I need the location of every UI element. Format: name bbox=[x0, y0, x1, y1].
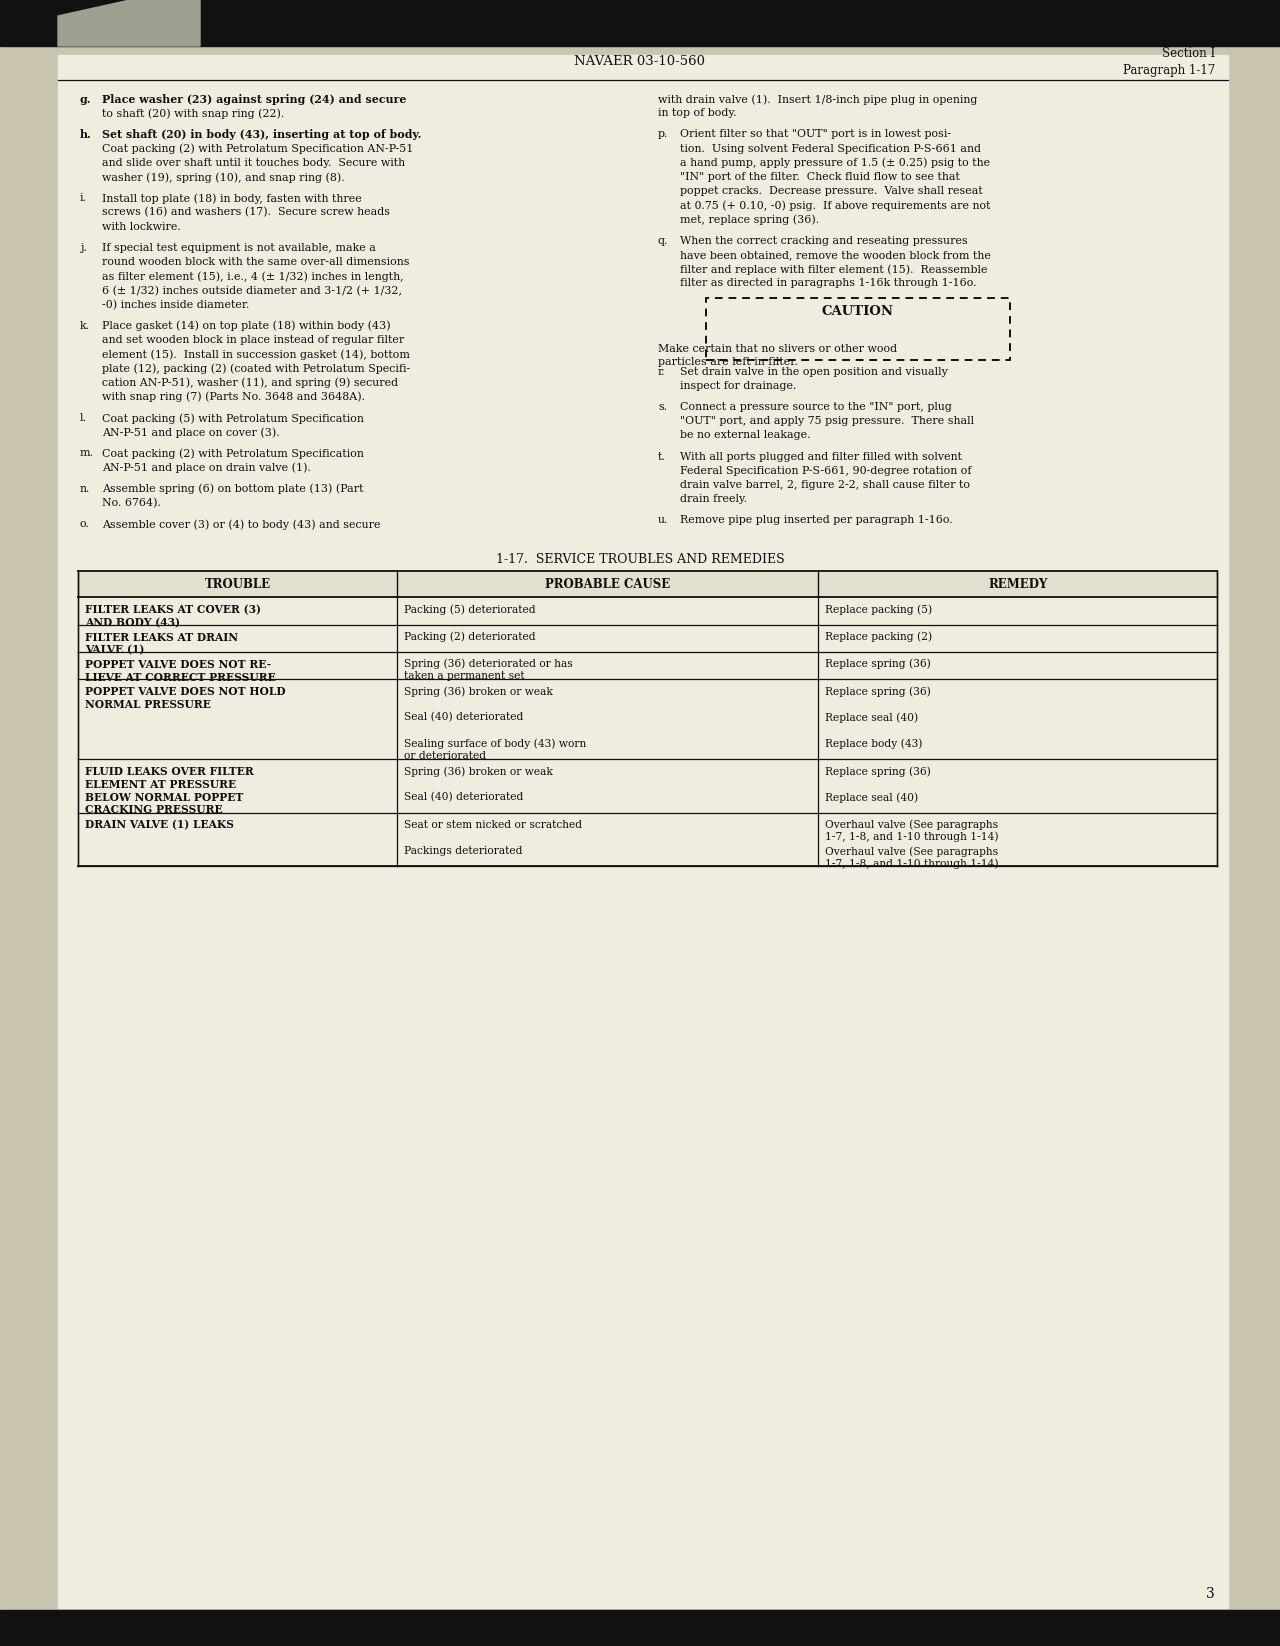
Text: element (15).  Install in succession gasket (14), bottom: element (15). Install in succession gask… bbox=[102, 349, 410, 360]
Text: Install top plate (18) in body, fasten with three: Install top plate (18) in body, fasten w… bbox=[102, 193, 362, 204]
Text: a hand pump, apply pressure of 1.5 (± 0.25) psig to the: a hand pump, apply pressure of 1.5 (± 0.… bbox=[680, 158, 991, 168]
Text: 6 (± 1/32) inches outside diameter and 3-1/2 (+ 1/32,: 6 (± 1/32) inches outside diameter and 3… bbox=[102, 285, 402, 296]
Text: Replace spring (36): Replace spring (36) bbox=[826, 686, 932, 696]
Text: Replace seal (40): Replace seal (40) bbox=[826, 713, 919, 723]
Text: t.: t. bbox=[658, 451, 666, 461]
Text: inspect for drainage.: inspect for drainage. bbox=[680, 380, 796, 390]
Text: AN-P-51 and place on cover (3).: AN-P-51 and place on cover (3). bbox=[102, 428, 279, 438]
Text: k.: k. bbox=[79, 321, 90, 331]
Text: n.: n. bbox=[79, 484, 91, 494]
Bar bbox=[78, 680, 1217, 759]
Text: Packings deteriorated: Packings deteriorated bbox=[404, 846, 522, 856]
Text: No. 6764).: No. 6764). bbox=[102, 499, 161, 509]
Text: filter as directed in paragraphs 1-16k through 1-16o.: filter as directed in paragraphs 1-16k t… bbox=[680, 278, 977, 288]
Text: washer (19), spring (10), and snap ring (8).: washer (19), spring (10), and snap ring … bbox=[102, 171, 344, 183]
Text: Place gasket (14) on top plate (18) within body (43): Place gasket (14) on top plate (18) with… bbox=[102, 321, 390, 331]
Text: drain valve barrel, 2, figure 2-2, shall cause filter to: drain valve barrel, 2, figure 2-2, shall… bbox=[680, 481, 970, 491]
Text: Paragraph 1-17: Paragraph 1-17 bbox=[1123, 64, 1215, 76]
Text: Coat packing (2) with Petrolatum Specification AN-P-51: Coat packing (2) with Petrolatum Specifi… bbox=[102, 143, 413, 155]
Text: r.: r. bbox=[658, 367, 666, 377]
Text: Spring (36) broken or weak: Spring (36) broken or weak bbox=[404, 765, 553, 777]
Text: and slide over shaft until it touches body.  Secure with: and slide over shaft until it touches bo… bbox=[102, 158, 406, 168]
Text: m.: m. bbox=[79, 448, 93, 458]
Text: round wooden block with the same over-all dimensions: round wooden block with the same over-al… bbox=[102, 257, 410, 267]
Text: TROUBLE: TROUBLE bbox=[205, 578, 270, 591]
Text: filter and replace with filter element (15).  Reassemble: filter and replace with filter element (… bbox=[680, 265, 987, 275]
Text: 3: 3 bbox=[1206, 1587, 1215, 1602]
Bar bbox=[0, 1610, 1280, 1646]
Text: Overhaul valve (See paragraphs
1-7, 1-8, and 1-10 through 1-14): Overhaul valve (See paragraphs 1-7, 1-8,… bbox=[826, 846, 998, 869]
Text: cation AN-P-51), washer (11), and spring (9) secured: cation AN-P-51), washer (11), and spring… bbox=[102, 377, 398, 388]
Text: Sealing surface of body (43) worn
or deteriorated: Sealing surface of body (43) worn or det… bbox=[404, 739, 586, 760]
Text: -0) inches inside diameter.: -0) inches inside diameter. bbox=[102, 300, 250, 309]
Text: Assemble spring (6) on bottom plate (13) (Part: Assemble spring (6) on bottom plate (13)… bbox=[102, 484, 364, 494]
Text: Seal (40) deteriorated: Seal (40) deteriorated bbox=[404, 713, 524, 723]
Text: screws (16) and washers (17).  Secure screw heads: screws (16) and washers (17). Secure scr… bbox=[102, 207, 390, 217]
Text: "IN" port of the filter.  Check fluid flow to see that: "IN" port of the filter. Check fluid flo… bbox=[680, 171, 960, 183]
Text: Replace spring (36): Replace spring (36) bbox=[826, 765, 932, 777]
Text: REMEDY: REMEDY bbox=[988, 578, 1047, 591]
Text: j.: j. bbox=[79, 244, 87, 253]
Text: Replace seal (40): Replace seal (40) bbox=[826, 792, 919, 803]
Text: Make certain that no slivers or other wood: Make certain that no slivers or other wo… bbox=[658, 344, 897, 354]
Text: FILTER LEAKS AT COVER (3)
AND BODY (43): FILTER LEAKS AT COVER (3) AND BODY (43) bbox=[84, 604, 261, 629]
Text: o.: o. bbox=[79, 518, 90, 530]
Text: Federal Specification P-S-661, 90-degree rotation of: Federal Specification P-S-661, 90-degree… bbox=[680, 466, 972, 476]
Text: Coat packing (5) with Petrolatum Specification: Coat packing (5) with Petrolatum Specifi… bbox=[102, 413, 364, 423]
Text: Assemble cover (3) or (4) to body (43) and secure: Assemble cover (3) or (4) to body (43) a… bbox=[102, 518, 380, 530]
Text: Remove pipe plug inserted per paragraph 1-16o.: Remove pipe plug inserted per paragraph … bbox=[680, 515, 952, 525]
Text: PROBABLE CAUSE: PROBABLE CAUSE bbox=[545, 578, 671, 591]
Text: i.: i. bbox=[79, 193, 87, 202]
Text: q.: q. bbox=[658, 235, 668, 245]
Text: as filter element (15), i.e., 4 (± 1/32) inches in length,: as filter element (15), i.e., 4 (± 1/32)… bbox=[102, 272, 403, 281]
Text: tion.  Using solvent Federal Specification P-S-661 and: tion. Using solvent Federal Specificatio… bbox=[680, 143, 980, 153]
Bar bbox=[78, 652, 1217, 680]
Text: CAUTION: CAUTION bbox=[822, 305, 893, 318]
Text: Place washer (23) against spring (24) and secure: Place washer (23) against spring (24) an… bbox=[102, 94, 406, 105]
Text: Set drain valve in the open position and visually: Set drain valve in the open position and… bbox=[680, 367, 948, 377]
Text: DRAIN VALVE (1) LEAKS: DRAIN VALVE (1) LEAKS bbox=[84, 820, 234, 831]
Text: u.: u. bbox=[658, 515, 668, 525]
Text: Spring (36) broken or weak: Spring (36) broken or weak bbox=[404, 686, 553, 696]
Text: and set wooden block in place instead of regular filter: and set wooden block in place instead of… bbox=[102, 336, 404, 346]
Text: l.: l. bbox=[79, 413, 87, 423]
Text: Packing (5) deteriorated: Packing (5) deteriorated bbox=[404, 604, 535, 616]
Text: met, replace spring (36).: met, replace spring (36). bbox=[680, 214, 819, 226]
Text: at 0.75 (+ 0.10, -0) psig.  If above requirements are not: at 0.75 (+ 0.10, -0) psig. If above requ… bbox=[680, 201, 991, 211]
Text: Orient filter so that "OUT" port is in lowest posi-: Orient filter so that "OUT" port is in l… bbox=[680, 130, 951, 140]
Text: FLUID LEAKS OVER FILTER
ELEMENT AT PRESSURE
BELOW NORMAL POPPET
CRACKING PRESSUR: FLUID LEAKS OVER FILTER ELEMENT AT PRESS… bbox=[84, 765, 253, 815]
Text: to shaft (20) with snap ring (22).: to shaft (20) with snap ring (22). bbox=[102, 109, 284, 119]
Text: Spring (36) deteriorated or has
taken a permanent set: Spring (36) deteriorated or has taken a … bbox=[404, 658, 572, 681]
Text: poppet cracks.  Decrease pressure.  Valve shall reseat: poppet cracks. Decrease pressure. Valve … bbox=[680, 186, 983, 196]
Text: s.: s. bbox=[658, 402, 667, 412]
Text: With all ports plugged and filter filled with solvent: With all ports plugged and filter filled… bbox=[680, 451, 963, 461]
Text: NAVAER 03-10-560: NAVAER 03-10-560 bbox=[575, 54, 705, 67]
Text: Coat packing (2) with Petrolatum Specification: Coat packing (2) with Petrolatum Specifi… bbox=[102, 448, 364, 459]
Text: When the correct cracking and reseating pressures: When the correct cracking and reseating … bbox=[680, 235, 968, 245]
Text: with snap ring (7) (Parts No. 3648 and 3648A).: with snap ring (7) (Parts No. 3648 and 3… bbox=[102, 392, 365, 402]
Text: h.: h. bbox=[79, 130, 92, 140]
Text: with drain valve (1).  Insert 1/8-inch pipe plug in opening: with drain valve (1). Insert 1/8-inch pi… bbox=[658, 94, 978, 105]
Text: p.: p. bbox=[658, 130, 668, 140]
Text: particles are left in filter.: particles are left in filter. bbox=[658, 357, 797, 367]
Text: plate (12), packing (2) (coated with Petrolatum Specifi-: plate (12), packing (2) (coated with Pet… bbox=[102, 364, 411, 374]
Bar bbox=[78, 571, 1217, 597]
Bar bbox=[78, 597, 1217, 624]
Text: be no external leakage.: be no external leakage. bbox=[680, 430, 810, 441]
Text: in top of body.: in top of body. bbox=[658, 109, 736, 119]
Text: If special test equipment is not available, make a: If special test equipment is not availab… bbox=[102, 244, 376, 253]
Bar bbox=[78, 624, 1217, 652]
Text: Replace spring (36): Replace spring (36) bbox=[826, 658, 932, 670]
Text: with lockwire.: with lockwire. bbox=[102, 222, 180, 232]
Text: POPPET VALVE DOES NOT RE-
LIEVE AT CORRECT PRESSURE: POPPET VALVE DOES NOT RE- LIEVE AT CORRE… bbox=[84, 658, 275, 683]
Text: Overhaul valve (See paragraphs
1-7, 1-8, and 1-10 through 1-14): Overhaul valve (See paragraphs 1-7, 1-8,… bbox=[826, 820, 998, 843]
Text: drain freely.: drain freely. bbox=[680, 494, 748, 504]
Text: Section I: Section I bbox=[1162, 46, 1215, 59]
Text: have been obtained, remove the wooden block from the: have been obtained, remove the wooden bl… bbox=[680, 250, 991, 260]
Text: 1-17.  SERVICE TROUBLES AND REMEDIES: 1-17. SERVICE TROUBLES AND REMEDIES bbox=[495, 553, 785, 566]
Text: Set shaft (20) in body (43), inserting at top of body.: Set shaft (20) in body (43), inserting a… bbox=[102, 130, 421, 140]
Text: Seat or stem nicked or scratched: Seat or stem nicked or scratched bbox=[404, 820, 582, 830]
Text: Seal (40) deteriorated: Seal (40) deteriorated bbox=[404, 792, 524, 803]
Bar bbox=[0, 0, 1280, 46]
Polygon shape bbox=[58, 0, 200, 46]
